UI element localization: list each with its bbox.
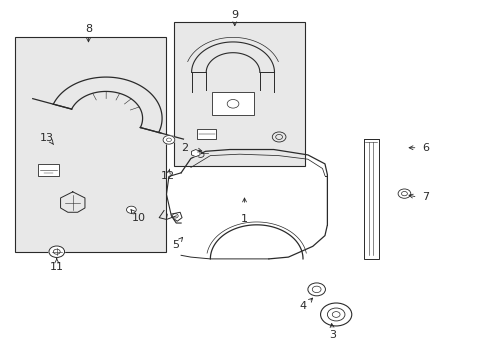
Circle shape (397, 189, 410, 198)
Bar (211, 92, 254, 116)
Text: 4: 4 (299, 301, 306, 311)
Circle shape (320, 303, 351, 326)
Text: 8: 8 (85, 24, 92, 35)
Text: 10: 10 (131, 213, 145, 222)
Circle shape (126, 206, 136, 213)
FancyBboxPatch shape (197, 129, 216, 139)
FancyBboxPatch shape (38, 164, 59, 176)
Bar (15, 37, 166, 252)
Text: 2: 2 (181, 143, 188, 153)
Bar (173, 22, 305, 166)
Polygon shape (191, 149, 200, 157)
Circle shape (49, 246, 64, 257)
Text: 12: 12 (160, 171, 174, 181)
Text: 11: 11 (50, 262, 63, 272)
Circle shape (307, 283, 325, 296)
Bar (363, 139, 378, 259)
Text: 9: 9 (231, 10, 238, 20)
Text: 13: 13 (40, 133, 54, 143)
Text: 3: 3 (328, 330, 335, 340)
Text: 6: 6 (422, 143, 428, 153)
Circle shape (163, 135, 174, 144)
Text: 1: 1 (241, 215, 247, 224)
Text: 5: 5 (171, 240, 179, 250)
Text: 7: 7 (422, 192, 428, 202)
